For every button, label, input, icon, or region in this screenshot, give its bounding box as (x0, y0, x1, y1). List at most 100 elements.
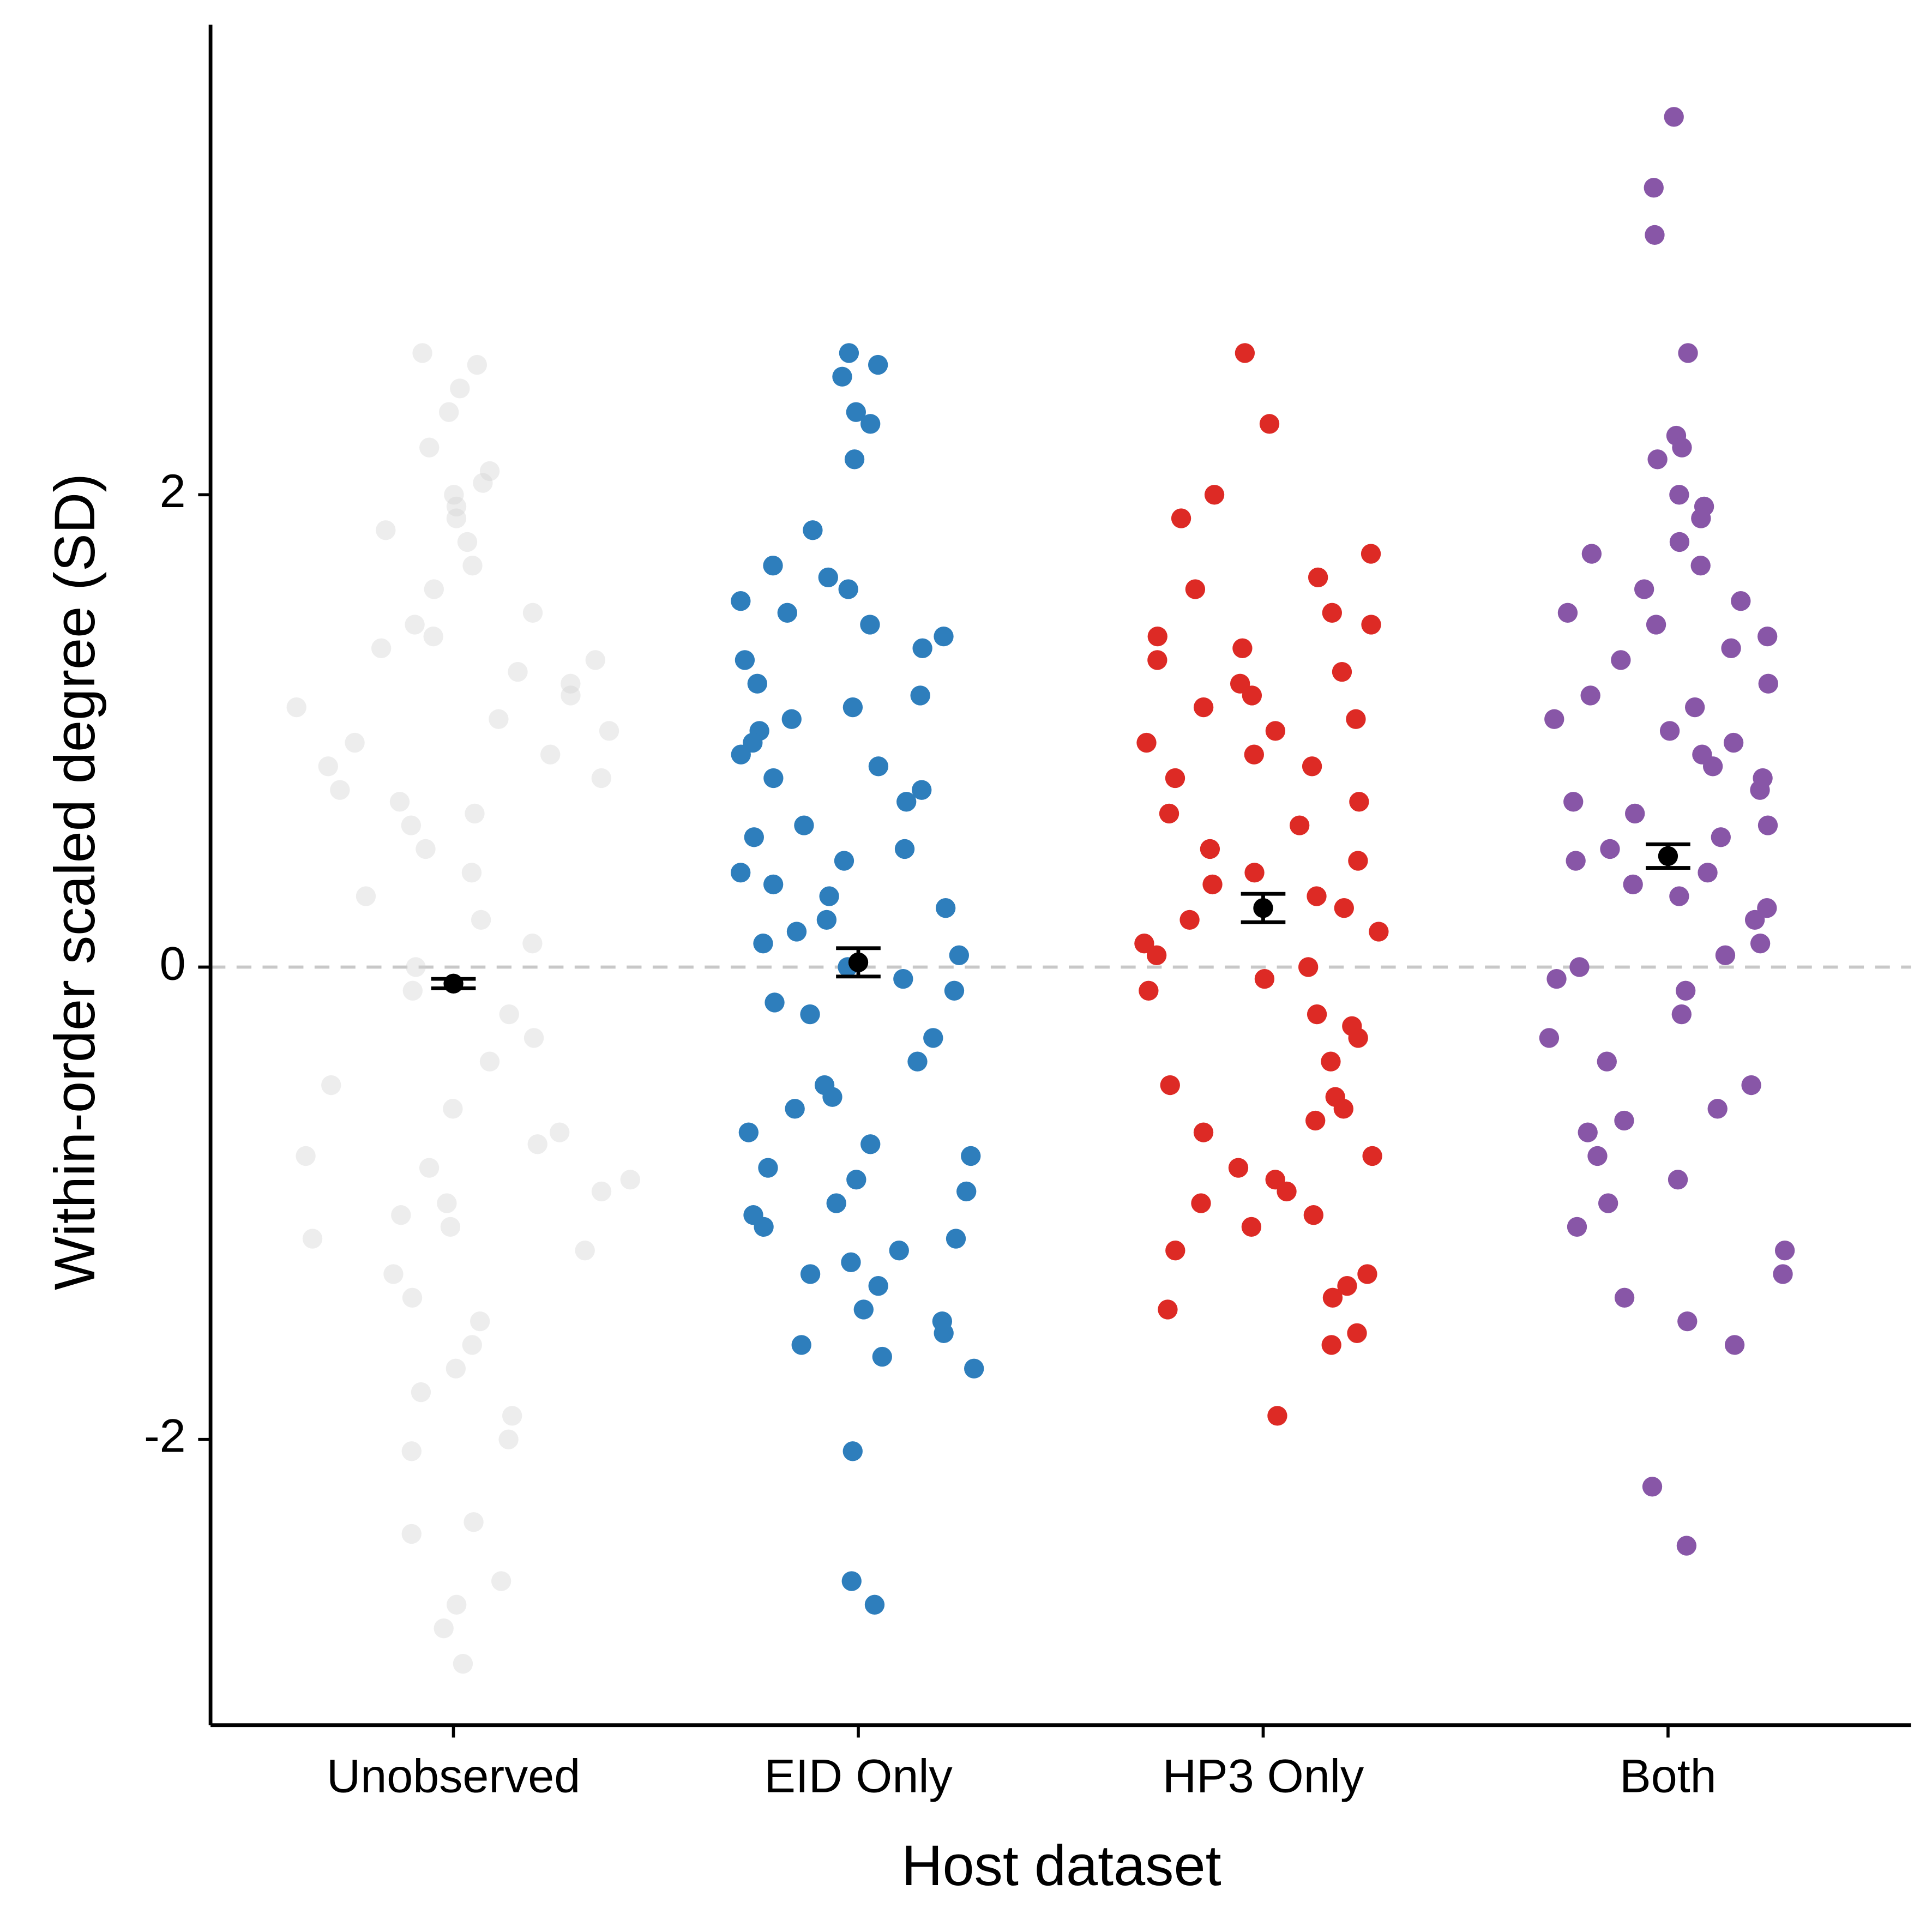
data-point (1750, 780, 1770, 800)
data-point (1644, 178, 1664, 198)
data-point (1757, 898, 1777, 918)
data-point (453, 1653, 473, 1674)
data-point (508, 661, 528, 682)
data-point (461, 863, 482, 883)
x-axis-title: Host dataset (901, 1834, 1221, 1898)
data-point (1724, 1335, 1745, 1355)
data-point (401, 1524, 422, 1544)
data-point (457, 532, 478, 552)
data-point (754, 1217, 774, 1237)
data-point (1305, 1110, 1326, 1131)
mean-point (443, 973, 464, 994)
data-point (738, 1122, 759, 1142)
data-point (1623, 874, 1643, 895)
data-point (896, 792, 917, 812)
data-point (1678, 343, 1698, 363)
data-point (1259, 414, 1280, 434)
data-point (1136, 732, 1157, 753)
data-point (893, 968, 913, 989)
data-point (489, 709, 509, 729)
data-point (1179, 910, 1200, 930)
data-point (1669, 532, 1690, 552)
data-point (467, 354, 487, 375)
data-point (868, 354, 888, 375)
data-point (591, 1181, 612, 1202)
data-point (561, 685, 581, 706)
data-point (765, 992, 785, 1013)
data-point (839, 343, 859, 363)
data-point (794, 815, 814, 835)
data-point (443, 1099, 463, 1119)
x-tick-label: Both (1620, 1750, 1717, 1802)
data-point (1569, 957, 1590, 977)
data-point (1566, 851, 1586, 871)
data-point (1675, 980, 1696, 1001)
data-point (1563, 792, 1584, 812)
data-point (437, 1193, 457, 1213)
data-point (912, 638, 932, 658)
data-point (1711, 827, 1731, 847)
data-point (302, 1229, 323, 1249)
data-point (934, 1323, 954, 1343)
data-point (846, 402, 866, 422)
data-point (522, 933, 543, 954)
data-point (1646, 615, 1666, 635)
data-point (1204, 485, 1225, 505)
data-point (744, 827, 764, 847)
data-point (860, 1134, 881, 1154)
data-point (841, 1252, 861, 1273)
data-point (1289, 815, 1310, 835)
data-point (777, 603, 797, 623)
data-point (591, 768, 611, 789)
data-point (462, 556, 483, 576)
data-point (1361, 615, 1381, 635)
data-point (1750, 933, 1771, 954)
data-point (1193, 697, 1214, 718)
data-point (907, 1051, 928, 1072)
data-point (1580, 685, 1600, 706)
data-point (1362, 1146, 1382, 1166)
data-point (1645, 225, 1665, 245)
data-point (1671, 1004, 1692, 1025)
data-point (296, 1146, 316, 1166)
data-point (330, 780, 350, 800)
data-point (1322, 603, 1342, 623)
data-point (803, 520, 823, 540)
data-point (834, 851, 854, 871)
data-point (1672, 437, 1692, 458)
data-point (1669, 485, 1689, 505)
data-point (1147, 626, 1167, 647)
data-point (599, 721, 619, 741)
data-point (1146, 945, 1167, 965)
data-point (401, 1441, 422, 1461)
data-point (1758, 815, 1778, 835)
data-point (1235, 343, 1255, 363)
data-point (383, 1264, 404, 1284)
data-point (923, 1028, 943, 1048)
data-point (419, 437, 440, 458)
x-tick-label: Unobserved (327, 1750, 580, 1802)
data-point (502, 1406, 522, 1426)
data-point (1267, 1406, 1287, 1426)
y-tick-label: 2 (160, 465, 186, 517)
x-tick-label: EID Only (764, 1750, 952, 1802)
data-point (471, 910, 491, 930)
data-point (412, 343, 432, 363)
data-point (1758, 673, 1778, 694)
data-point (1191, 1193, 1211, 1213)
data-point (1707, 1099, 1728, 1119)
data-point (1690, 556, 1711, 576)
data-point (1357, 1264, 1377, 1284)
data-point (371, 638, 392, 658)
data-point (1721, 638, 1741, 658)
data-point (491, 1571, 511, 1591)
data-point (345, 732, 365, 753)
mean-point (1253, 898, 1273, 918)
data-point (964, 1358, 984, 1379)
data-point (1346, 709, 1366, 729)
data-point (1625, 803, 1645, 824)
data-point (934, 626, 954, 647)
data-point (868, 756, 889, 777)
data-point (1642, 1477, 1663, 1497)
